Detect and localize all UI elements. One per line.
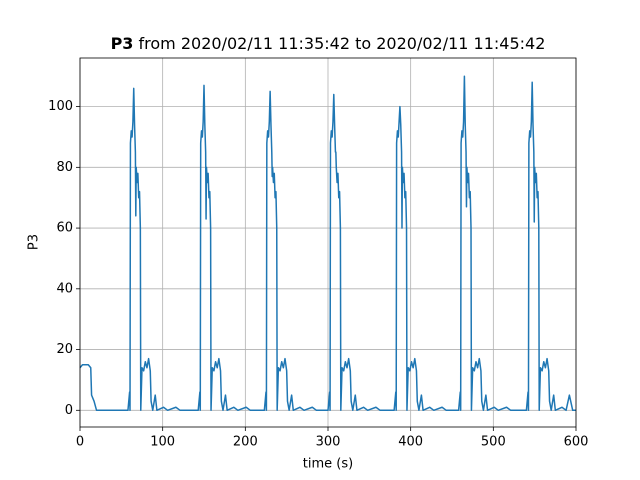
y-tick-label: 60 — [56, 221, 73, 236]
y-tick-label: 80 — [56, 160, 73, 175]
y-tick-label: 100 — [48, 99, 73, 114]
title-rest: from 2020/02/11 11:35:42 to 2020/02/11 1… — [139, 34, 546, 53]
x-tick-label: 200 — [233, 435, 258, 450]
x-tick-label: 600 — [564, 435, 589, 450]
y-tick-label: 40 — [56, 281, 73, 296]
y-tick-label: 0 — [65, 403, 73, 418]
x-tick-label: 500 — [481, 435, 506, 450]
x-tick-label: 400 — [398, 435, 423, 450]
chart-title: P3 from 2020/02/11 11:35:42 to 2020/02/1… — [111, 34, 546, 53]
y-axis-label: P3 — [27, 234, 42, 250]
x-tick-label: 300 — [316, 435, 341, 450]
data-line — [79, 75, 576, 412]
x-tick-label: 0 — [76, 435, 84, 450]
plot-frame — [79, 57, 577, 428]
x-axis-label: time (s) — [303, 457, 353, 472]
title-bold: P3 — [111, 34, 134, 53]
y-tick-label: 20 — [56, 342, 73, 357]
x-tick-label: 100 — [150, 435, 175, 450]
